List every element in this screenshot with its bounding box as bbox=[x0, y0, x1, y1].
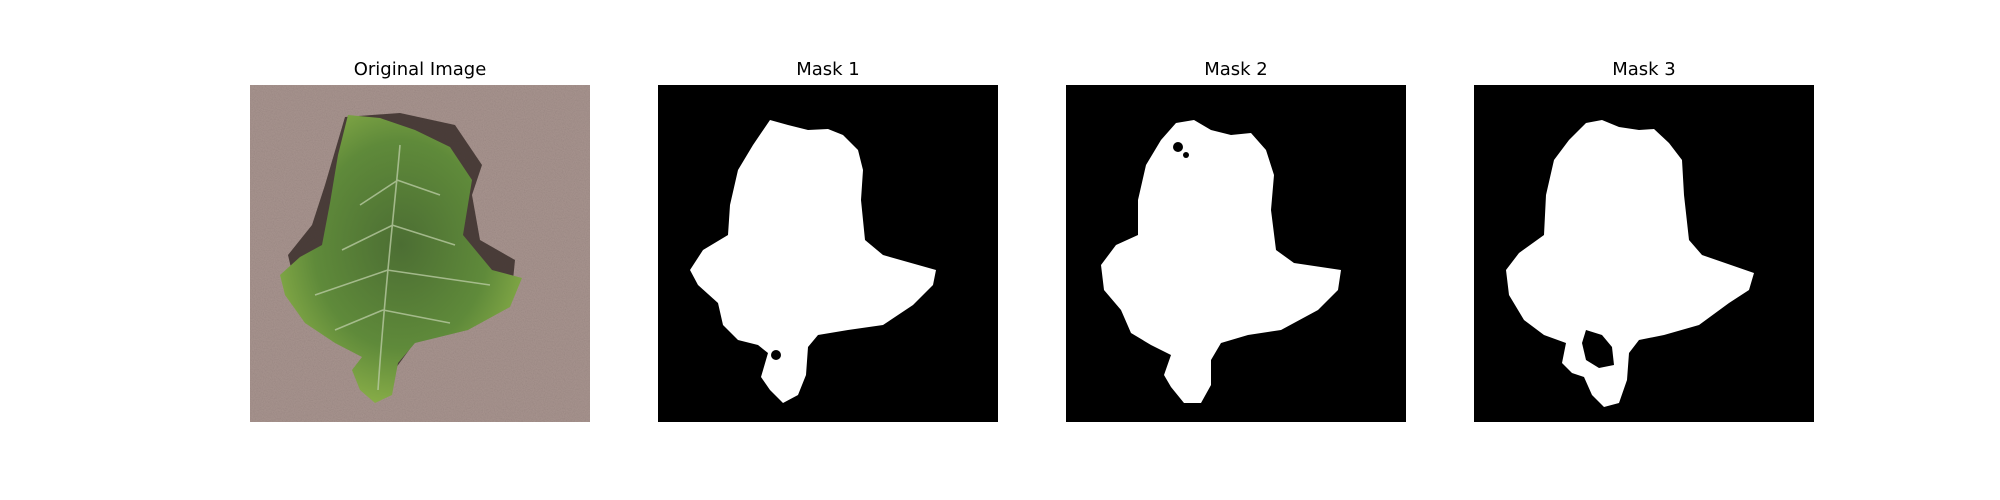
original-leaf-photo bbox=[250, 85, 590, 422]
mask-hole bbox=[1582, 330, 1614, 368]
mask-hole bbox=[771, 350, 781, 360]
mask-region bbox=[1506, 120, 1754, 407]
mask-hole bbox=[1173, 142, 1183, 152]
mask-region bbox=[1101, 120, 1341, 403]
mask-1-svg bbox=[658, 85, 998, 422]
panel-mask-2: Mask 2 bbox=[1066, 0, 1406, 500]
mask-2-image bbox=[1066, 85, 1406, 422]
mask-2-svg bbox=[1066, 85, 1406, 422]
panel-title: Original Image bbox=[353, 59, 487, 80]
panel-title: Mask 1 bbox=[796, 59, 860, 80]
mask-3-image bbox=[1474, 85, 1814, 422]
mask-1-image bbox=[658, 85, 998, 422]
mask-3-svg bbox=[1474, 85, 1814, 422]
panel-original-image: Original Image bbox=[250, 0, 590, 500]
leaf-shape bbox=[280, 115, 522, 403]
mask-region bbox=[690, 120, 936, 403]
leaf-veins bbox=[314, 144, 491, 391]
leaf-photo-svg bbox=[250, 85, 590, 422]
panel-mask-1: Mask 1 bbox=[658, 0, 998, 500]
panel-title: Mask 3 bbox=[1612, 59, 1676, 80]
panel-mask-3: Mask 3 bbox=[1474, 0, 1814, 500]
panel-title: Mask 2 bbox=[1204, 59, 1268, 80]
mask-hole-small bbox=[1183, 152, 1189, 158]
